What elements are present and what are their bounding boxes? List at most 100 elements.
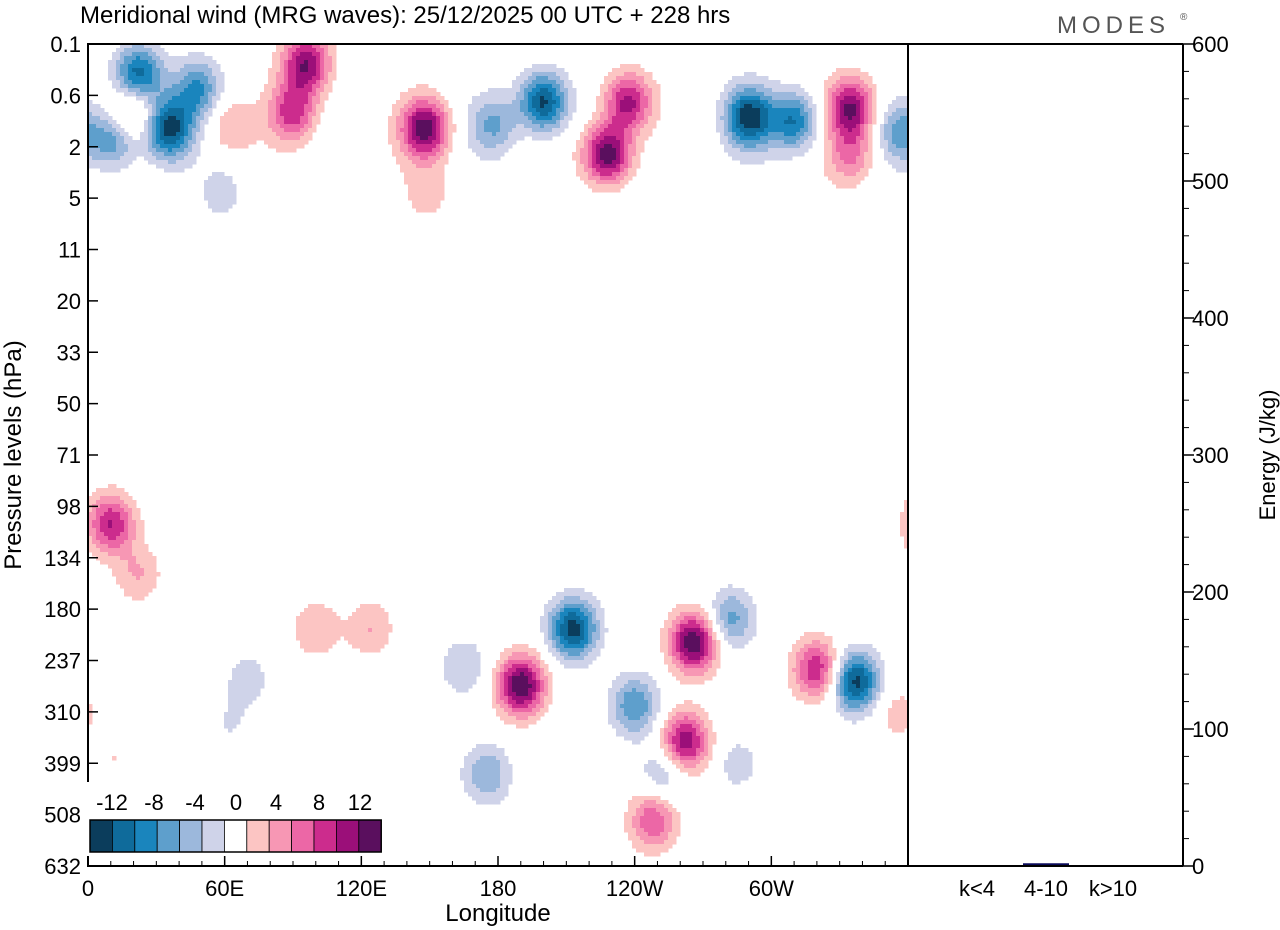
contour-cell [704, 640, 709, 645]
contour-cell [476, 132, 493, 137]
contour-cell [836, 116, 841, 121]
contour-cell [744, 628, 757, 633]
contour-cell [608, 696, 617, 701]
contour-cell [616, 712, 625, 717]
contour-cell [548, 76, 561, 81]
contour-cell [276, 108, 281, 113]
contour-cell [648, 684, 657, 689]
contour-cell [892, 100, 908, 105]
contour-cell [624, 176, 633, 181]
contour-cell [92, 508, 97, 513]
contour-cell [328, 44, 337, 49]
contour-cell [532, 64, 557, 69]
contour-cell [656, 780, 669, 785]
contour-cell [852, 668, 865, 673]
contour-cell [832, 160, 845, 165]
contour-cell [500, 120, 533, 125]
contour-cell [500, 696, 509, 701]
contour-cell [120, 504, 129, 509]
contour-cell [568, 88, 577, 93]
contour-cell [820, 656, 829, 661]
contour-cell [516, 716, 529, 721]
contour-cell [416, 84, 429, 89]
contour-cell [528, 692, 533, 697]
contour-cell [608, 112, 617, 117]
contour-cell [868, 704, 877, 709]
contour-cell [760, 96, 773, 101]
contour-cell [96, 124, 113, 129]
contour-cell [508, 696, 513, 701]
contour-cell [856, 676, 861, 681]
contour-cell [868, 100, 873, 105]
contour-cell [832, 72, 869, 77]
contour-cell [620, 152, 625, 157]
contour-cell [544, 704, 549, 709]
contour-cell [640, 716, 649, 721]
contour-cell [868, 108, 873, 113]
contour-cell [276, 104, 281, 109]
contour-cell [128, 560, 137, 565]
contour-cell [840, 664, 845, 669]
contour-cell [544, 672, 553, 677]
contour-cell [864, 104, 869, 109]
contour-cell [188, 128, 193, 133]
contour-cell [632, 136, 637, 141]
contour-cell [596, 104, 605, 109]
contour-cell [552, 652, 561, 657]
contour-cell [732, 120, 737, 125]
contour-cell [440, 116, 445, 121]
contour-cell [176, 152, 189, 157]
contour-cell [644, 692, 653, 697]
contour-cell [400, 148, 409, 153]
contour-cell [628, 804, 641, 809]
contour-cell [284, 72, 289, 77]
contour-cell [652, 108, 661, 113]
contour-cell [464, 764, 473, 769]
contour-cell [400, 112, 405, 117]
contour-cell [796, 672, 801, 677]
contour-cell [588, 608, 597, 613]
contour-cell [648, 704, 653, 709]
contour-cell [640, 804, 665, 809]
contour-cell [92, 536, 97, 541]
contour-cell [288, 72, 297, 77]
contour-cell [860, 116, 865, 121]
contour-cell [260, 96, 273, 101]
contour-cell [888, 116, 901, 121]
contour-cell [836, 136, 845, 141]
contour-cell [848, 652, 869, 657]
contour-cell [860, 152, 865, 157]
contour-cell [400, 128, 409, 133]
contour-cell [316, 48, 325, 53]
contour-cell [300, 128, 309, 133]
contour-cell [880, 124, 885, 129]
contour-cell [844, 688, 849, 693]
contour-cell [408, 108, 417, 113]
contour-cell [684, 764, 697, 769]
contour-cell [556, 604, 565, 609]
contour-cell [132, 516, 141, 521]
contour-cell [560, 600, 589, 605]
contour-cell [896, 120, 908, 125]
contour-cell [556, 108, 565, 113]
contour-cell [828, 648, 837, 653]
contour-cell [188, 152, 201, 157]
contour-cell [660, 636, 669, 641]
contour-cell [668, 716, 673, 721]
contour-cell [468, 144, 485, 149]
contour-cell [640, 680, 657, 685]
contour-cell [476, 128, 485, 133]
contour-cell [904, 508, 908, 513]
contour-cell [804, 680, 825, 685]
contour-cell [120, 544, 133, 549]
contour-cell [308, 80, 317, 85]
contour-cell [836, 684, 841, 689]
contour-cell [696, 712, 709, 717]
contour-cell [728, 616, 741, 621]
contour-cell [828, 132, 837, 137]
contour-cell [868, 124, 873, 129]
contour-cell [576, 172, 589, 177]
contour-cell [96, 544, 109, 549]
contour-cell [544, 636, 549, 641]
